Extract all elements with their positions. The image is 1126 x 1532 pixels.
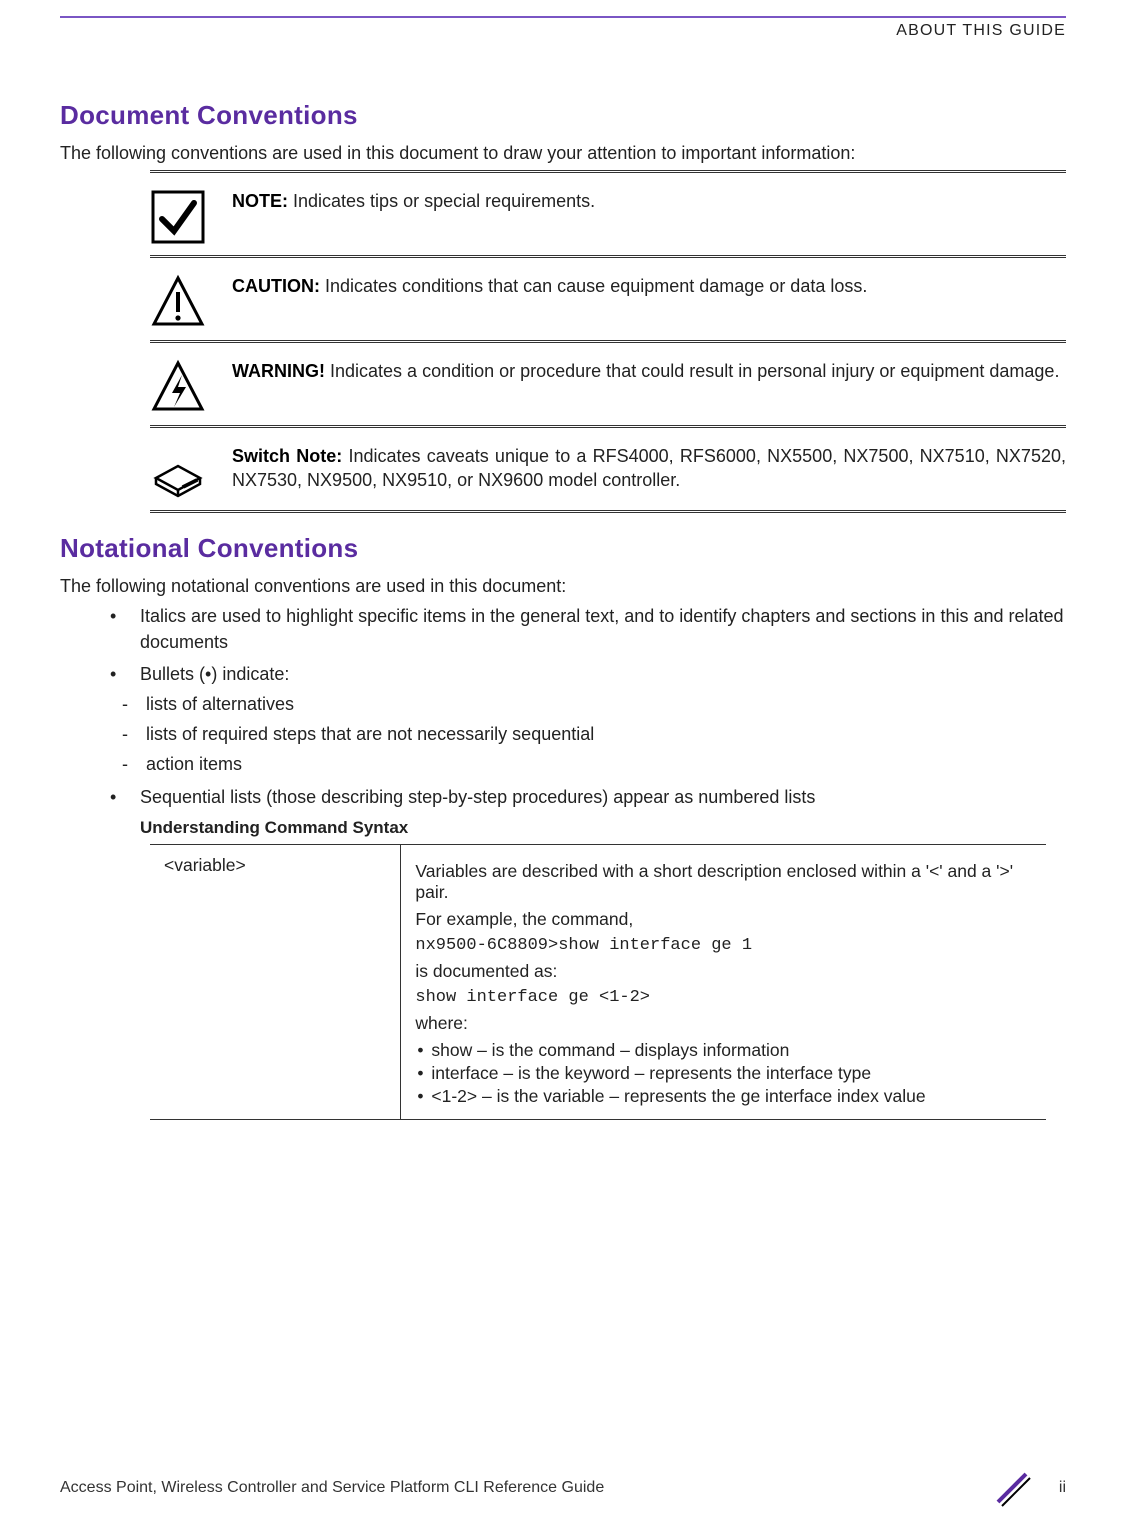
top-accent-rule [60, 16, 1066, 18]
lead-doc-conventions: The following conventions are used in th… [60, 143, 1066, 164]
list-item: lists of required steps that are not nec… [146, 721, 1066, 747]
footer-title: Access Point, Wireless Controller and Se… [60, 1479, 978, 1497]
syntax-p4: where: [415, 1013, 1032, 1034]
convention-warning: WARNING! Indicates a condition or proced… [150, 340, 1066, 425]
checkmark-icon [150, 189, 206, 245]
list-item-label: Bullets (•) indicate: [140, 664, 289, 684]
syntax-p2: For example, the command, [415, 909, 1032, 930]
heading-notational-conventions: Notational Conventions [60, 533, 1066, 564]
warning-icon [150, 359, 206, 415]
list-item: <1-2> – is the variable – represents the… [431, 1086, 1032, 1107]
lead-notational: The following notational conventions are… [60, 576, 1066, 597]
caution-label: CAUTION: [232, 276, 320, 296]
syntax-mini-list: show – is the command – displays informa… [415, 1040, 1032, 1107]
syntax-code2: show interface ge <1-2> [415, 988, 1032, 1007]
notational-list: Italics are used to highlight specific i… [100, 603, 1066, 810]
caution-icon [150, 274, 206, 330]
page-footer: Access Point, Wireless Controller and Se… [60, 1468, 1066, 1508]
page-number: ii [1046, 1479, 1066, 1497]
list-item: Bullets (•) indicate: lists of alternati… [140, 661, 1066, 777]
footer-slash-icon [992, 1468, 1032, 1508]
note-text: Indicates tips or special requirements. [293, 191, 595, 211]
sub-list: lists of alternatives lists of required … [140, 691, 1066, 777]
syntax-code1: nx9500-6C8809>show interface ge 1 [415, 936, 1032, 955]
convention-caution: CAUTION: Indicates conditions that can c… [150, 255, 1066, 340]
switch-icon [150, 444, 206, 500]
convention-switch-note: Switch Note: Indicates caveats unique to… [150, 425, 1066, 510]
heading-document-conventions: Document Conventions [60, 100, 1066, 131]
list-item: show – is the command – displays informa… [431, 1040, 1032, 1061]
table-row: <variable> Variables are described with … [150, 844, 1046, 1119]
list-item: interface – is the keyword – represents … [431, 1063, 1032, 1084]
syntax-heading: Understanding Command Syntax [140, 818, 1066, 838]
switch-label: Switch Note: [232, 446, 342, 466]
switch-text: Indicates caveats unique to a RFS4000, R… [232, 446, 1066, 490]
list-item: Sequential lists (those describing step-… [140, 784, 1066, 810]
syntax-p3: is documented as: [415, 961, 1032, 982]
syntax-table: <variable> Variables are described with … [150, 844, 1046, 1120]
list-item: lists of alternatives [146, 691, 1066, 717]
syntax-p1: Variables are described with a short des… [415, 861, 1032, 903]
caution-text: Indicates conditions that can cause equi… [325, 276, 867, 296]
convention-end-rule [150, 510, 1066, 513]
convention-note: NOTE: Indicates tips or special requirem… [150, 170, 1066, 255]
warning-label: WARNING! [232, 361, 325, 381]
warning-text: Indicates a condition or procedure that … [330, 361, 1059, 381]
header-section-label: ABOUT THIS GUIDE [60, 22, 1066, 40]
syntax-term: <variable> [150, 844, 401, 1119]
note-label: NOTE: [232, 191, 288, 211]
syntax-description: Variables are described with a short des… [401, 844, 1046, 1119]
list-item: Italics are used to highlight specific i… [140, 603, 1066, 655]
list-item: action items [146, 751, 1066, 777]
